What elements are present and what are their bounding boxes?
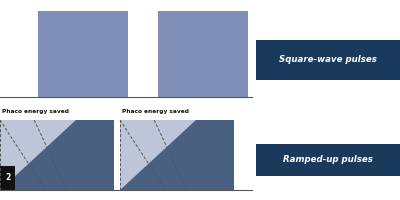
Text: 2: 2	[5, 173, 10, 182]
Bar	[256, 144, 400, 176]
Text: Phaco energy saved: Phaco energy saved	[122, 109, 189, 114]
Bar	[158, 11, 248, 97]
Polygon shape	[120, 120, 234, 190]
Text: Square-wave pulses: Square-wave pulses	[279, 55, 377, 64]
Polygon shape	[0, 120, 114, 190]
Polygon shape	[0, 120, 114, 190]
Bar	[38, 11, 128, 97]
Text: Phaco energy saved: Phaco energy saved	[2, 109, 69, 114]
Polygon shape	[120, 120, 234, 190]
Bar	[256, 40, 400, 80]
Bar	[0, 166, 15, 190]
Text: Ramped-up pulses: Ramped-up pulses	[283, 156, 373, 164]
